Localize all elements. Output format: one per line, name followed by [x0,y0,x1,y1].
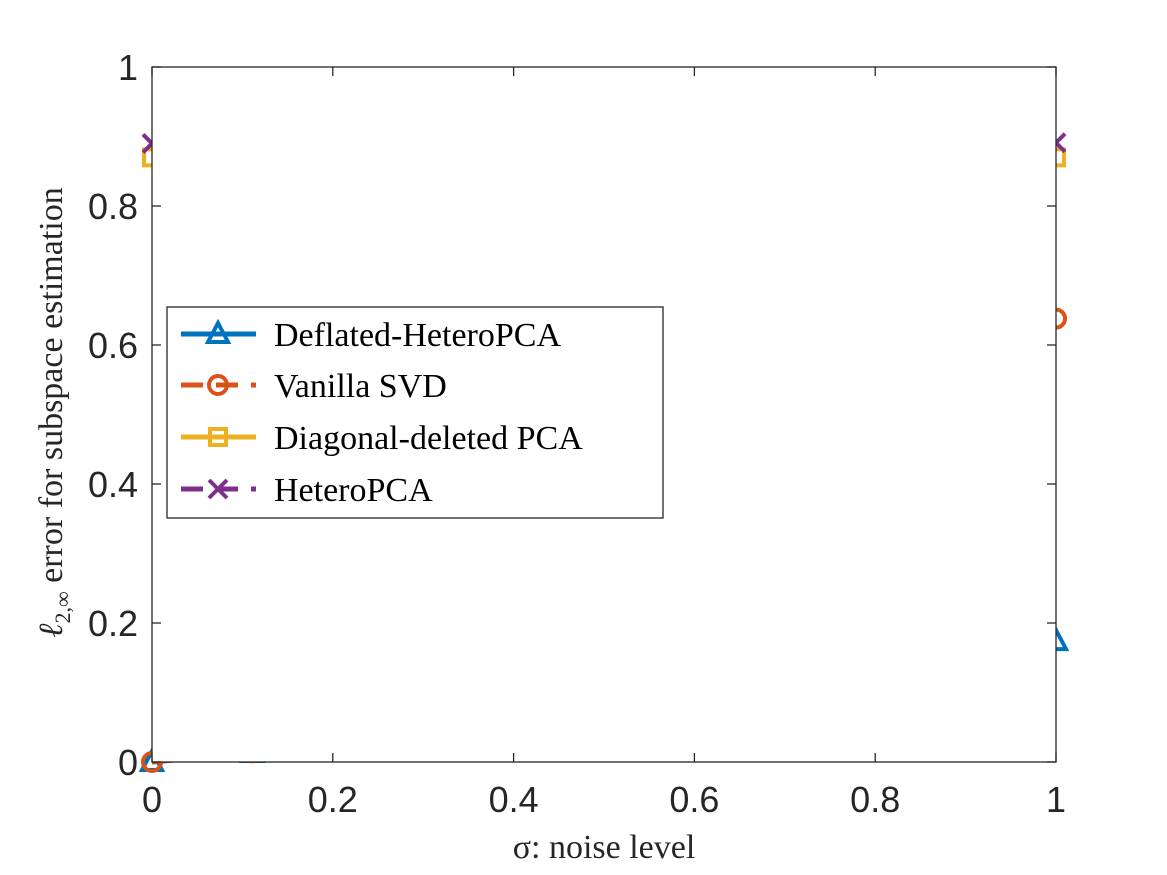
y-axis-label-subscript: 2,∞ [50,591,75,623]
x-tick-label: 1 [1046,779,1066,820]
x-tick-label: 0.4 [489,779,539,820]
legend-marker [204,318,232,344]
legend-item: Deflated-HeteroPCA [181,317,561,354]
y-tick-label: 0 [118,742,138,783]
y-axis-label-text: error for subspace estimation [33,187,70,591]
x-tick-label: 0.6 [669,779,719,820]
legend-marker [207,374,229,396]
legend-marker [208,427,228,447]
x-axis-label: σ: noise level [513,829,696,866]
legend-box [166,306,664,519]
legend: Deflated-HeteroPCA Vanilla SVD Diagonal-de… [166,306,664,519]
legend-label: Vanilla SVD [274,368,447,405]
legend-label: Diagonal-deleted PCA [274,420,583,457]
legend-label: HeteroPCA [274,472,433,509]
y-axis-label: ℓ2,∞ error for subspace estimation [33,187,75,637]
y-tick-label: 0.8 [88,186,138,227]
legend-item: Vanilla SVD [181,368,447,405]
x-tick-label: 0.2 [308,779,358,820]
legend-item: HeteroPCA [181,472,433,509]
legend-item: Diagonal-deleted PCA [181,420,583,457]
y-tick-label: 0.4 [88,464,138,505]
y-tick-label: 0.2 [88,603,138,644]
legend-label: Deflated-HeteroPCA [274,317,561,354]
legend-marker [207,478,229,500]
y-axis-label-ell: ℓ [33,624,70,638]
y-tick-label: 0.6 [88,325,138,366]
x-tick-label: 0.8 [850,779,900,820]
y-tick-label: 1 [118,47,138,88]
x-tick-label: 0 [142,779,162,820]
